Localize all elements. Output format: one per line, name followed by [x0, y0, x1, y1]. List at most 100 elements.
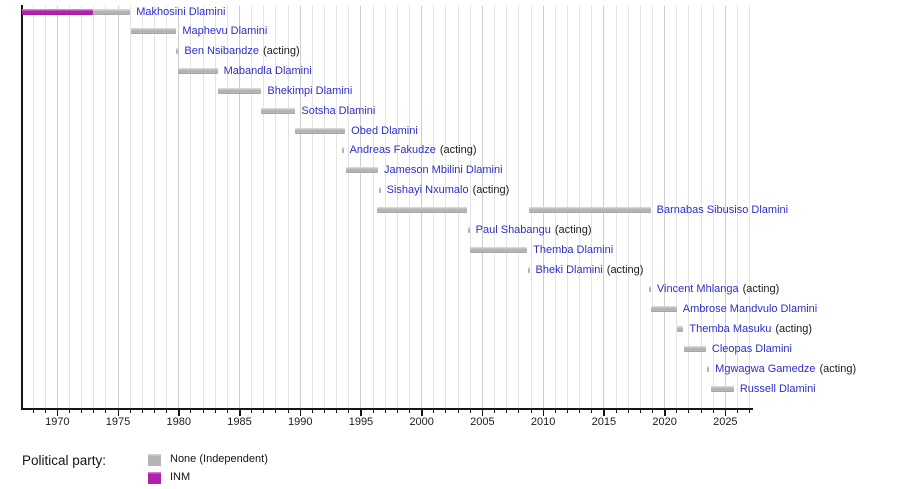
- pm-name-link[interactable]: Themba Masuku: [689, 323, 772, 336]
- axis-tick-2006: [494, 410, 496, 413]
- term-bar: [469, 246, 528, 253]
- axis-tick-2008: [518, 410, 520, 413]
- gridline-year-1988: [275, 6, 277, 408]
- pm-name-link[interactable]: Bheki Dlamini: [535, 263, 603, 276]
- term-bar: [178, 68, 218, 75]
- pm-name-link[interactable]: Paul Shabangu: [475, 223, 551, 236]
- axis-tick-1983: [214, 410, 216, 413]
- axis-tick-1979: [166, 410, 168, 413]
- axis-tick-2003: [457, 410, 459, 413]
- axis-tick-1970: [56, 410, 59, 416]
- pm-name-link[interactable]: Ambrose Mandvulo Dlamini: [682, 303, 818, 316]
- legend-entry-inm: INM: [148, 471, 268, 484]
- acting-suffix: (acting): [606, 263, 644, 276]
- gridline-year-2007: [506, 6, 508, 408]
- axis-tick-1996: [372, 410, 374, 413]
- pm-row-label: Russell Dlamini: [740, 382, 816, 396]
- gridline-year-1992: [324, 6, 326, 408]
- pm-name-link[interactable]: Sotsha Dlamini: [301, 104, 376, 117]
- gridline-year-1973: [93, 6, 95, 408]
- term-bar: [295, 127, 346, 134]
- gridline-year-1974: [105, 6, 107, 408]
- axis-tick-2002: [445, 410, 447, 413]
- axis-tick-1974: [105, 410, 107, 413]
- legend-entries: None (Independent) INM: [148, 453, 268, 489]
- axis-tick-1988: [275, 410, 277, 413]
- pm-row-label: Themba Dlamini: [533, 243, 613, 257]
- axis-tick-1976: [129, 410, 131, 413]
- pm-name-link[interactable]: Makhosini Dlamini: [136, 5, 226, 18]
- gridline-year-2004: [469, 6, 471, 408]
- gridline-year-2022: [688, 6, 690, 408]
- axis-tick-2020: [664, 410, 666, 416]
- pm-name-link[interactable]: Sishayi Nxumalo: [386, 184, 469, 197]
- axis-tick-2007: [506, 410, 508, 413]
- axis-tick-label: 1990: [287, 416, 313, 428]
- gridline-year-1980: [178, 6, 180, 408]
- gridline-year-2020: [664, 6, 666, 408]
- gridline-year-1987: [263, 6, 265, 408]
- pm-row-label: Makhosini Dlamini: [136, 5, 225, 19]
- gridline-year-1991: [311, 6, 313, 408]
- legend: Political party: None (Independent) INM: [0, 452, 900, 487]
- axis-tick-1987: [263, 410, 265, 413]
- axis-tick-2015: [603, 410, 605, 416]
- gridline-year-1982: [202, 6, 204, 408]
- pm-name-link[interactable]: Obed Dlamini: [351, 124, 418, 137]
- axis-tick-2027: [749, 410, 751, 413]
- acting-term-bar: [467, 226, 470, 233]
- axis-tick-label: 2015: [591, 416, 617, 428]
- term-bar: [651, 306, 677, 313]
- acting-term-bar: [527, 266, 530, 273]
- gridline-year-1976: [129, 6, 131, 408]
- pm-name-link[interactable]: Russell Dlamini: [739, 382, 816, 395]
- pm-name-link[interactable]: Andreas Fakudze: [349, 144, 436, 157]
- axis-tick-1978: [153, 410, 155, 413]
- gridline-year-2006: [494, 6, 496, 408]
- pm-row-label: Paul Shabangu (acting): [476, 223, 592, 237]
- axis-tick-label: 1995: [348, 416, 374, 428]
- term-bar: [261, 107, 296, 114]
- pm-name-link[interactable]: Jameson Mbilini Dlamini: [383, 164, 503, 177]
- axis-tick-2023: [700, 410, 702, 413]
- pm-name-link[interactable]: Mabandla Dlamini: [223, 65, 312, 78]
- term-bar: [684, 345, 706, 352]
- pm-row-label: Ambrose Mandvulo Dlamini: [683, 302, 818, 316]
- gridline-year-1993: [336, 6, 338, 408]
- pm-name-link[interactable]: Mgwagwa Gamedze: [715, 362, 816, 375]
- x-axis-line: [21, 408, 753, 410]
- gridline-year-1977: [141, 6, 143, 408]
- gridline-year-1969: [44, 6, 46, 408]
- axis-tick-2001: [433, 410, 435, 413]
- pm-name-link[interactable]: Ben Nsibandze: [184, 45, 260, 58]
- term-bar: [131, 28, 177, 35]
- axis-tick-2009: [530, 410, 532, 413]
- pm-name-link[interactable]: Vincent Mhlanga: [656, 283, 739, 296]
- axis-tick-label: 2020: [652, 416, 677, 428]
- acting-suffix: (acting): [439, 144, 477, 157]
- acting-suffix: (acting): [472, 184, 510, 197]
- pm-row-label: Mabandla Dlamini: [224, 64, 312, 78]
- acting-term-bar: [677, 326, 684, 333]
- gridline-year-1972: [81, 6, 83, 408]
- term-bar: [377, 207, 467, 213]
- pm-name-link[interactable]: Cleopas Dlamini: [711, 342, 792, 355]
- pm-row-label: Jameson Mbilini Dlamini: [384, 163, 503, 177]
- pm-name-link[interactable]: Bhekimpi Dlamini: [267, 84, 353, 97]
- gridline-year-1986: [251, 6, 253, 408]
- pm-row-label: Vincent Mhlanga (acting): [657, 282, 779, 296]
- pm-row-label: Andreas Fakudze (acting): [350, 143, 477, 157]
- pm-name-link[interactable]: Maphevu Dlamini: [182, 25, 268, 38]
- pm-name-link[interactable]: Themba Dlamini: [533, 243, 614, 256]
- axis-tick-2025: [724, 410, 727, 416]
- axis-tick-1984: [226, 410, 228, 413]
- gridline-year-2023: [700, 6, 702, 408]
- axis-tick-1969: [44, 410, 46, 413]
- axis-tick-2004: [469, 410, 471, 413]
- pm-name-link[interactable]: Barnabas Sibusiso Dlamini: [656, 204, 789, 216]
- pm-row-label: Barnabas Sibusiso Dlamini: [657, 203, 788, 217]
- gridline-year-1995: [360, 6, 362, 408]
- gridline-year-1985: [239, 6, 240, 408]
- axis-tick-2022: [688, 410, 690, 413]
- axis-tick-1995: [360, 410, 362, 416]
